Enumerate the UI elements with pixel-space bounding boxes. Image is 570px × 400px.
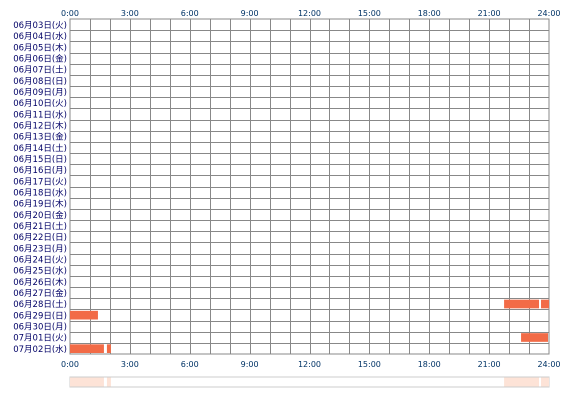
row-label: 06月13日(金) <box>13 132 67 143</box>
bottom-tick-label: 12:00 <box>298 360 321 369</box>
summary-frame <box>69 376 550 388</box>
row-label: 06月11日(水) <box>13 109 67 120</box>
summary-bar <box>541 377 549 387</box>
activity-bar <box>70 310 98 320</box>
top-tick-label: 9:00 <box>241 9 259 18</box>
row-label: 06月26日(木) <box>13 277 67 288</box>
row-label: 06月30日(月) <box>13 322 67 332</box>
top-tick-label: 21:00 <box>478 9 501 18</box>
top-tick-label: 0:00 <box>61 9 79 18</box>
row-label: 06月10日(火) <box>13 99 67 109</box>
row-label: 06月15日(日) <box>13 155 67 165</box>
bottom-axis: 0:00 3:00 6:00 9:00 12:00 15:00 18:00 21:00 24:0… <box>61 360 561 369</box>
summary-strip <box>69 376 550 388</box>
row-label: 06月29日(日) <box>13 311 67 321</box>
bottom-tick-label: 3:00 <box>121 360 139 369</box>
row-label: 06月23日(月) <box>13 244 67 254</box>
row-label: 06月16日(月) <box>13 166 67 176</box>
row-label: 06月28日(土) <box>13 299 67 310</box>
activity-bar <box>521 333 549 342</box>
row-label: 06月14日(土) <box>13 143 67 154</box>
activity-bar <box>70 344 104 353</box>
row-label: 06月12日(木) <box>13 120 67 131</box>
bottom-tick-label: 0:00 <box>61 360 79 369</box>
row-labels: 06月03日(火)06月04日(水)06月05日(木)06月06日(金)06月0… <box>13 21 67 355</box>
activity-bar <box>504 299 540 309</box>
activity-bar <box>541 299 549 309</box>
row-label: 06月20日(金) <box>13 210 67 221</box>
grid <box>69 18 550 355</box>
bottom-tick-label: 18:00 <box>418 360 441 369</box>
row-label: 06月25日(水) <box>13 266 67 277</box>
bottom-tick-label: 24:00 <box>537 360 560 369</box>
bottom-tick-label: 21:00 <box>478 360 501 369</box>
top-tick-label: 6:00 <box>181 9 199 18</box>
row-label: 06月04日(水) <box>13 31 67 42</box>
row-label: 06月19日(木) <box>13 199 67 210</box>
row-label: 06月03日(火) <box>13 21 67 31</box>
summary-bar <box>106 377 111 387</box>
row-label: 06月06日(金) <box>13 53 67 64</box>
bottom-tick-label: 6:00 <box>181 360 199 369</box>
row-label: 06月18日(水) <box>13 187 67 198</box>
bottom-tick-label: 15:00 <box>358 360 381 369</box>
row-label: 06月21日(土) <box>13 221 67 232</box>
row-label: 06月27日(金) <box>13 288 67 299</box>
plot-area <box>69 18 550 355</box>
activity-bars <box>70 299 549 353</box>
top-axis: 0:00 3:00 6:00 9:00 12:00 15:00 18:00 21:00 24:0… <box>61 9 561 18</box>
summary-bar <box>70 377 104 387</box>
activity-bar <box>106 344 111 353</box>
row-label: 06月17日(火) <box>13 177 67 187</box>
row-label: 06月05日(木) <box>13 42 67 53</box>
row-label: 06月07日(土) <box>13 65 67 76</box>
top-tick-label: 3:00 <box>121 9 139 18</box>
row-label: 06月22日(日) <box>13 233 67 243</box>
top-tick-label: 15:00 <box>358 9 381 18</box>
top-tick-label: 12:00 <box>298 9 321 18</box>
row-label: 06月08日(日) <box>13 77 67 87</box>
top-tick-label: 18:00 <box>418 9 441 18</box>
row-label: 06月24日(火) <box>13 255 67 265</box>
summary-bar <box>504 377 540 387</box>
bottom-tick-label: 9:00 <box>241 360 259 369</box>
row-label: 07月02日(水) <box>13 344 67 355</box>
row-label: 07月01日(火) <box>13 334 67 344</box>
row-label: 06月09日(月) <box>13 88 67 98</box>
top-tick-label: 24:00 <box>537 9 560 18</box>
